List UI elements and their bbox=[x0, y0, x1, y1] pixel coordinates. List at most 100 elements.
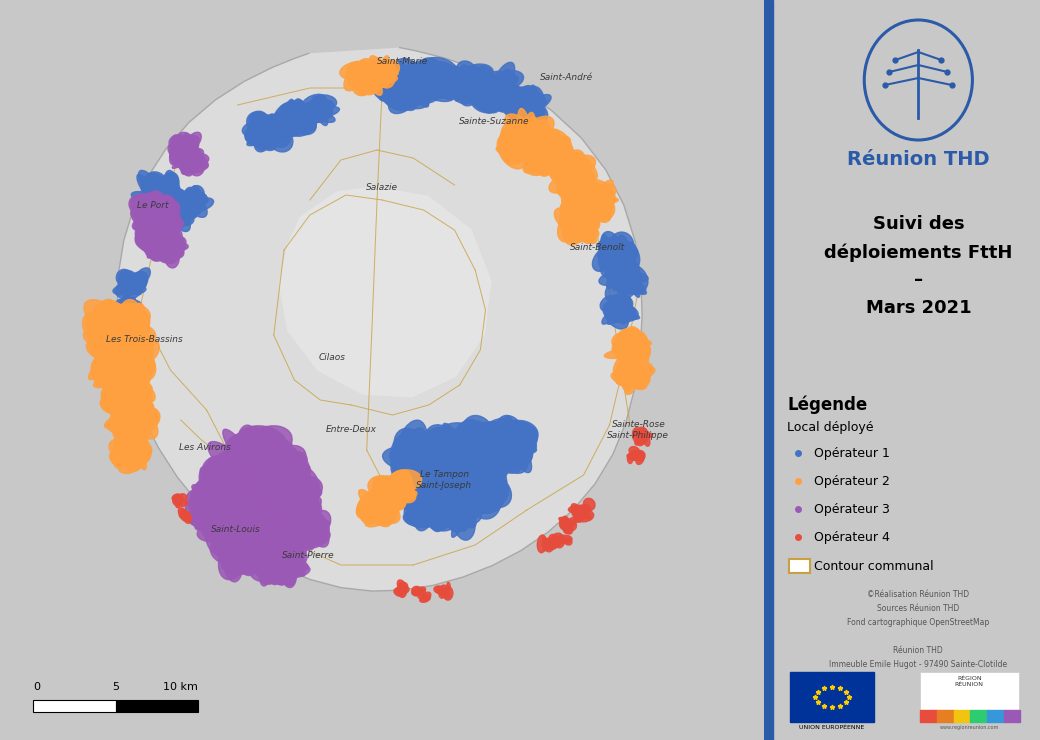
Ellipse shape bbox=[177, 198, 191, 211]
Ellipse shape bbox=[428, 73, 457, 103]
Ellipse shape bbox=[460, 439, 480, 457]
Text: Contour communal: Contour communal bbox=[814, 559, 934, 573]
Ellipse shape bbox=[437, 440, 473, 480]
Ellipse shape bbox=[625, 361, 635, 376]
Ellipse shape bbox=[248, 535, 280, 581]
Ellipse shape bbox=[479, 430, 504, 453]
Ellipse shape bbox=[391, 476, 414, 499]
Ellipse shape bbox=[219, 462, 268, 485]
Ellipse shape bbox=[353, 61, 369, 81]
Ellipse shape bbox=[399, 73, 428, 107]
Ellipse shape bbox=[607, 305, 630, 324]
Ellipse shape bbox=[224, 513, 256, 554]
Ellipse shape bbox=[216, 475, 236, 505]
Ellipse shape bbox=[571, 162, 583, 174]
Ellipse shape bbox=[246, 127, 269, 145]
Ellipse shape bbox=[442, 423, 468, 463]
Ellipse shape bbox=[260, 499, 280, 513]
Ellipse shape bbox=[179, 195, 205, 204]
Ellipse shape bbox=[131, 192, 163, 206]
Ellipse shape bbox=[194, 492, 214, 512]
Ellipse shape bbox=[216, 478, 242, 514]
Ellipse shape bbox=[216, 465, 268, 492]
Ellipse shape bbox=[562, 211, 581, 230]
Ellipse shape bbox=[256, 473, 282, 502]
Ellipse shape bbox=[613, 247, 625, 278]
Ellipse shape bbox=[448, 78, 484, 95]
Ellipse shape bbox=[414, 462, 457, 493]
Ellipse shape bbox=[209, 484, 233, 523]
Ellipse shape bbox=[236, 460, 257, 482]
Ellipse shape bbox=[231, 508, 267, 537]
Ellipse shape bbox=[361, 506, 374, 520]
Ellipse shape bbox=[370, 61, 386, 78]
Ellipse shape bbox=[396, 472, 410, 491]
Ellipse shape bbox=[303, 103, 323, 121]
Ellipse shape bbox=[275, 474, 295, 491]
Ellipse shape bbox=[260, 506, 281, 527]
Ellipse shape bbox=[281, 556, 293, 568]
Ellipse shape bbox=[93, 340, 134, 368]
Ellipse shape bbox=[556, 535, 572, 543]
Ellipse shape bbox=[123, 277, 144, 300]
Ellipse shape bbox=[634, 451, 645, 460]
Ellipse shape bbox=[424, 68, 442, 94]
Ellipse shape bbox=[175, 135, 199, 153]
Ellipse shape bbox=[628, 340, 644, 354]
Ellipse shape bbox=[234, 519, 263, 550]
Ellipse shape bbox=[237, 450, 263, 485]
Ellipse shape bbox=[111, 349, 137, 379]
Ellipse shape bbox=[235, 524, 278, 559]
Ellipse shape bbox=[278, 488, 304, 516]
Ellipse shape bbox=[245, 457, 287, 494]
Ellipse shape bbox=[266, 495, 285, 514]
Ellipse shape bbox=[175, 137, 188, 147]
Ellipse shape bbox=[312, 99, 322, 115]
Ellipse shape bbox=[614, 355, 632, 382]
Ellipse shape bbox=[485, 457, 498, 494]
Ellipse shape bbox=[267, 535, 287, 573]
Ellipse shape bbox=[192, 485, 217, 511]
Ellipse shape bbox=[406, 460, 459, 494]
Ellipse shape bbox=[368, 476, 397, 498]
Ellipse shape bbox=[378, 477, 400, 500]
Ellipse shape bbox=[111, 314, 150, 345]
Ellipse shape bbox=[218, 447, 254, 483]
Ellipse shape bbox=[475, 484, 504, 514]
Ellipse shape bbox=[123, 370, 140, 386]
Ellipse shape bbox=[94, 371, 130, 388]
Ellipse shape bbox=[175, 148, 189, 161]
Ellipse shape bbox=[223, 531, 270, 562]
Ellipse shape bbox=[442, 496, 468, 522]
Ellipse shape bbox=[445, 444, 483, 476]
Ellipse shape bbox=[544, 151, 571, 169]
Ellipse shape bbox=[434, 495, 453, 508]
Ellipse shape bbox=[232, 523, 256, 545]
Ellipse shape bbox=[124, 326, 138, 369]
Ellipse shape bbox=[476, 441, 499, 474]
Ellipse shape bbox=[161, 192, 188, 218]
Ellipse shape bbox=[118, 372, 137, 392]
Ellipse shape bbox=[416, 74, 431, 87]
Ellipse shape bbox=[249, 519, 284, 540]
Ellipse shape bbox=[494, 430, 525, 464]
Ellipse shape bbox=[454, 488, 477, 512]
Ellipse shape bbox=[192, 468, 238, 497]
Ellipse shape bbox=[167, 194, 183, 209]
Ellipse shape bbox=[159, 241, 188, 251]
Ellipse shape bbox=[274, 461, 292, 500]
Ellipse shape bbox=[294, 107, 316, 130]
Ellipse shape bbox=[475, 437, 519, 467]
Ellipse shape bbox=[260, 442, 287, 488]
Ellipse shape bbox=[630, 340, 650, 359]
Ellipse shape bbox=[251, 116, 282, 134]
Ellipse shape bbox=[258, 466, 283, 508]
Ellipse shape bbox=[179, 511, 185, 519]
Ellipse shape bbox=[480, 441, 512, 474]
Ellipse shape bbox=[391, 432, 433, 474]
Ellipse shape bbox=[424, 61, 449, 88]
Ellipse shape bbox=[504, 120, 526, 140]
Ellipse shape bbox=[310, 107, 322, 120]
Ellipse shape bbox=[148, 216, 160, 236]
Ellipse shape bbox=[142, 172, 171, 206]
